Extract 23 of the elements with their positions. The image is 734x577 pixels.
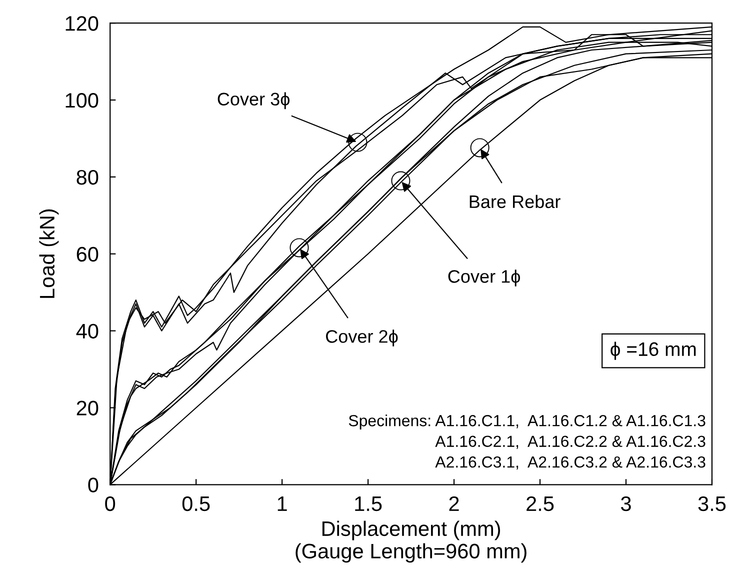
x-tick-label: 3 [621, 496, 631, 512]
x-tick-label: 1 [278, 496, 287, 511]
x-tick-label: 2 [449, 496, 459, 511]
y-tick-label: 40 [76, 324, 98, 339]
x-tick-label: 2.5 [526, 496, 554, 512]
x-tick-label: 3.5 [698, 496, 726, 512]
x-axis-title: Displacement (mm) (Gauge Length=960 mm) [296, 520, 526, 563]
x-tick-label: 0.5 [182, 496, 210, 512]
y-tick-label: 100 [66, 93, 98, 108]
annotation: Cover 1ϕ [448, 270, 520, 286]
x-tick-label: 1.5 [355, 496, 382, 512]
y-axis-title: Load (kN) [39, 209, 59, 298]
x-tick-label: 0 [105, 496, 116, 512]
annotation: Cover 2ϕ [326, 330, 398, 346]
y-tick-label: 80 [76, 170, 98, 185]
y-tick-label: 0 [88, 478, 98, 492]
y-tick-label: 60 [76, 246, 98, 262]
y-tick-label: 20 [76, 400, 98, 416]
y-tick-label: 120 [66, 16, 98, 31]
annotation: Bare Rebar [470, 194, 560, 208]
annotation: Specimens: A1.16.C1.1, A1.16.C1.2 & A1.16.C1.3 A1.16.C2.1, A1.16.C2.2 & A1.16.C2.3 A2.16.C3.1, A2.16.C3.2 & A2.16.C3.3 [348, 414, 706, 470]
annotation: ϕ =16 mm [610, 342, 696, 360]
annotation: Cover 3ϕ [218, 92, 290, 110]
